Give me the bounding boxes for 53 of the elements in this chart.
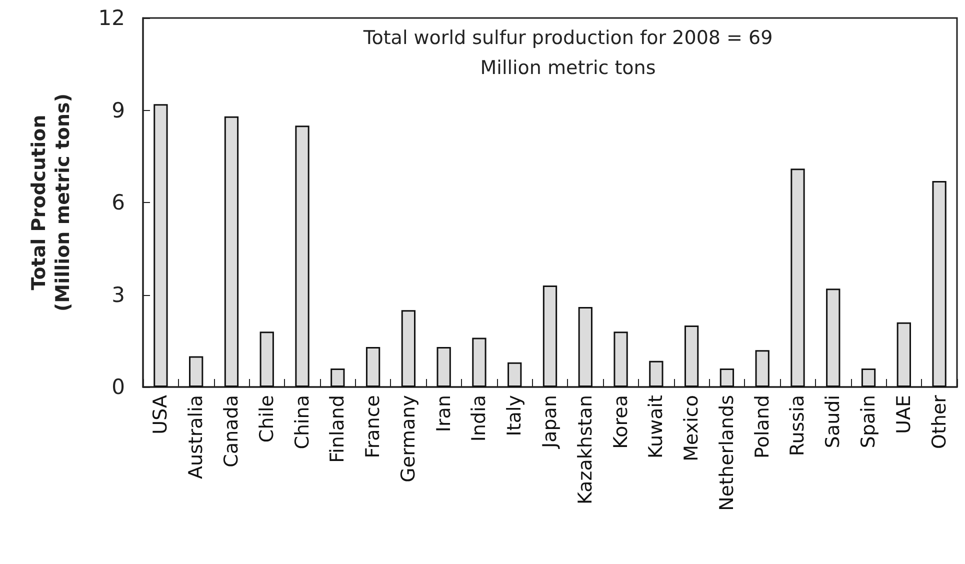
bar xyxy=(826,288,840,387)
x-tick-label: Australia xyxy=(185,395,208,480)
bar xyxy=(154,104,168,387)
y-tick-label: 9 xyxy=(112,98,125,122)
bar xyxy=(578,307,592,387)
x-tick-label: Other xyxy=(928,394,950,449)
bar xyxy=(684,326,699,387)
x-tick-label: Germany xyxy=(397,395,420,482)
x-tick-label: Korea xyxy=(610,395,632,449)
bar xyxy=(720,368,734,387)
x-tick-label: Chile xyxy=(256,395,278,443)
bar xyxy=(401,310,416,387)
x-tick-label: Mexico xyxy=(680,395,703,462)
bar xyxy=(472,338,486,387)
bar xyxy=(614,332,628,387)
bar xyxy=(295,126,310,387)
x-tick-label: India xyxy=(468,395,490,442)
bar xyxy=(224,116,239,387)
x-tick-label: China xyxy=(291,395,314,450)
bar xyxy=(896,322,911,387)
bar xyxy=(366,347,380,387)
x-tick-label: Finland xyxy=(326,395,349,463)
x-tick-label: Iran xyxy=(432,395,455,432)
x-tick-label: UAE xyxy=(892,395,915,434)
x-tick-label: Netherlands xyxy=(716,395,738,511)
x-tick-label: Japan xyxy=(539,395,561,449)
y-tick-label: 3 xyxy=(112,282,125,307)
bar xyxy=(861,368,876,387)
x-tick-label: Poland xyxy=(751,395,774,458)
text: Total world sulfur production for 2008 = 69 Million metric tons xyxy=(362,27,773,79)
bar xyxy=(436,347,451,387)
bar xyxy=(649,360,664,387)
bar xyxy=(330,368,345,387)
x-tick-label: Spain xyxy=(858,395,880,448)
bar xyxy=(508,362,522,387)
bar xyxy=(755,350,770,387)
y-axis-title: Total Prodcution (Million metric tons) xyxy=(28,93,74,312)
x-tick-label: Canada xyxy=(220,395,242,468)
y-tick-label: 6 xyxy=(112,190,125,214)
x-tick-label: Saudi xyxy=(822,395,844,448)
x-tick-label: USA xyxy=(150,395,172,434)
x-tick-label: Kuwait xyxy=(645,395,668,458)
bar xyxy=(790,168,805,387)
x-tick-label: Kazakhstan xyxy=(574,395,596,504)
bar xyxy=(932,180,946,387)
bar xyxy=(189,356,204,387)
bar xyxy=(542,286,558,387)
bar xyxy=(260,332,274,387)
y-tick-label: 0 xyxy=(112,375,125,399)
x-tick-label: Russia xyxy=(786,395,809,456)
y-tick-label: 12 xyxy=(98,6,125,30)
x-tick-label: France xyxy=(362,395,384,458)
x-tick-label: Italy xyxy=(504,395,526,436)
